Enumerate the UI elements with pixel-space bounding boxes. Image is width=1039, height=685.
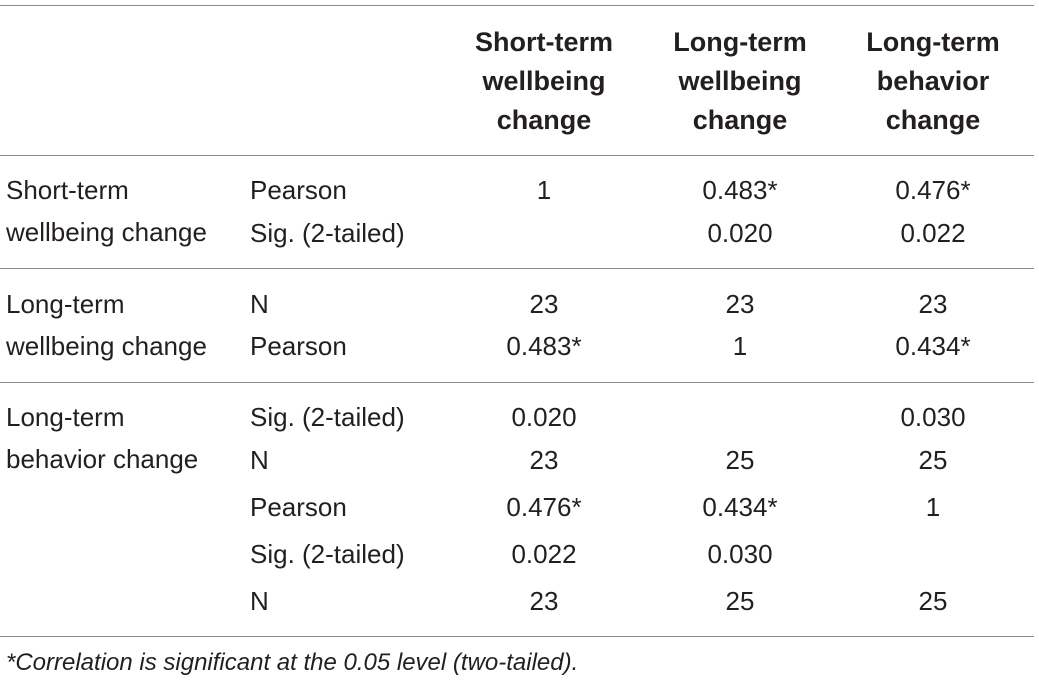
table-cell: 23	[529, 586, 559, 616]
column-header-short-term-wellbeing: Short-term wellbeing change	[475, 23, 613, 140]
header-line: wellbeing	[482, 66, 606, 96]
header-line: Long-term	[673, 27, 807, 57]
table-cell: 0.030	[707, 539, 773, 569]
stat-label: N	[250, 445, 269, 475]
table-cell: 0.434*	[895, 331, 971, 361]
header-rule	[0, 155, 1034, 156]
table-cell: 0.476*	[506, 492, 582, 522]
table-cell: 25	[725, 445, 755, 475]
stat-label: Pearson	[250, 175, 347, 205]
table-cell: 1	[536, 175, 552, 205]
row-label-line: Long-term	[6, 289, 125, 319]
row-label-line: wellbeing change	[6, 331, 207, 361]
row-label-line: Long-term	[6, 402, 125, 432]
header-line: change	[692, 105, 788, 135]
table-cell: 23	[725, 289, 755, 319]
row-label-line: behavior change	[6, 444, 199, 474]
table-cell: 0.434*	[702, 492, 778, 522]
table-cell: 25	[918, 445, 948, 475]
table-cell: 23	[529, 289, 559, 319]
stat-label: Sig. (2-tailed)	[250, 402, 405, 432]
column-header-long-term-wellbeing: Long-term wellbeing change	[673, 23, 806, 140]
table-cell: 0.483*	[702, 175, 778, 205]
table-cell: 0.022	[900, 218, 966, 248]
header-line: Long-term	[866, 27, 1000, 57]
stat-label: Pearson	[250, 331, 347, 361]
header-line: behavior	[876, 66, 990, 96]
table-cell: 0.022	[511, 539, 577, 569]
table-cell: 1	[925, 492, 941, 522]
stat-label: N	[250, 289, 269, 319]
header-line: Short-term	[474, 27, 614, 57]
table-cell: 0.020	[511, 402, 577, 432]
stat-label: Pearson	[250, 492, 347, 522]
stat-label: Sig. (2-tailed)	[250, 539, 405, 569]
group-rule-2	[0, 382, 1034, 383]
column-header-long-term-behavior: Long-term behavior change	[866, 23, 999, 140]
table-cell: 0.030	[900, 402, 966, 432]
row-label-line: Short-term	[6, 175, 129, 205]
table-footnote: *Correlation is significant at the 0.05 …	[6, 649, 579, 676]
table-cell: 0.476*	[895, 175, 971, 205]
row-label-long-term-wellbeing: Long-term wellbeing change	[6, 283, 207, 367]
table-cell: 25	[918, 586, 948, 616]
table-cell: 23	[918, 289, 948, 319]
table-cell: 1	[732, 331, 748, 361]
group-rule-1	[0, 268, 1034, 269]
stat-label: N	[250, 586, 269, 616]
top-rule	[0, 5, 1034, 6]
bottom-rule	[0, 636, 1034, 637]
table-cell: 23	[529, 445, 559, 475]
row-label-line: wellbeing change	[6, 217, 207, 247]
row-label-short-term-wellbeing: Short-term wellbeing change	[6, 169, 207, 253]
header-line: change	[496, 105, 592, 135]
header-line: change	[885, 105, 981, 135]
table-cell: 0.020	[707, 218, 773, 248]
table-cell: 0.483*	[506, 331, 582, 361]
header-line: wellbeing	[678, 66, 802, 96]
table-cell: 25	[725, 586, 755, 616]
stat-label: Sig. (2-tailed)	[250, 218, 405, 248]
row-label-long-term-behavior: Long-term behavior change	[6, 396, 198, 480]
